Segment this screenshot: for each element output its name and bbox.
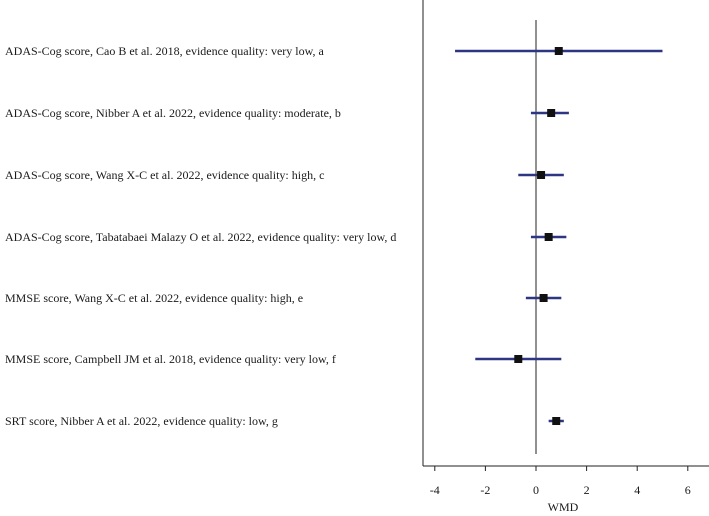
study-label: MMSE score, Wang X-C et al. 2022, eviden… (5, 291, 303, 305)
point-estimate-marker (544, 233, 553, 241)
study-labels: ADAS-Cog score, Cao B et al. 2018, evide… (5, 44, 396, 428)
plot-marks (455, 47, 663, 425)
x-tick-label: 6 (685, 483, 691, 497)
x-axis: -4 -2 0 2 4 6 (430, 466, 691, 497)
x-tick-label: -4 (430, 483, 440, 497)
study-label: ADAS-Cog score, Nibber A et al. 2022, ev… (5, 106, 341, 120)
x-tick-label: 0 (533, 483, 539, 497)
point-estimate-marker (537, 171, 546, 179)
plot-frame (422, 0, 709, 467)
point-estimate-marker (547, 109, 556, 117)
x-axis-title: WMD (548, 500, 579, 514)
x-tick-label: 4 (634, 483, 640, 497)
study-label: SRT score, Nibber A et al. 2022, evidenc… (5, 414, 278, 428)
study-label: MMSE score, Campbell JM et al. 2018, evi… (5, 352, 336, 366)
study-label: ADAS-Cog score, Wang X-C et al. 2022, ev… (5, 168, 324, 182)
point-estimate-marker (552, 417, 561, 425)
point-estimate-marker (539, 294, 548, 302)
study-label: ADAS-Cog score, Tabatabaei Malazy O et a… (5, 230, 396, 244)
point-estimate-marker (514, 355, 523, 363)
x-tick-label: -2 (480, 483, 490, 497)
point-estimate-marker (554, 47, 563, 55)
x-tick-label: 2 (584, 483, 590, 497)
study-label: ADAS-Cog score, Cao B et al. 2018, evide… (5, 44, 324, 58)
